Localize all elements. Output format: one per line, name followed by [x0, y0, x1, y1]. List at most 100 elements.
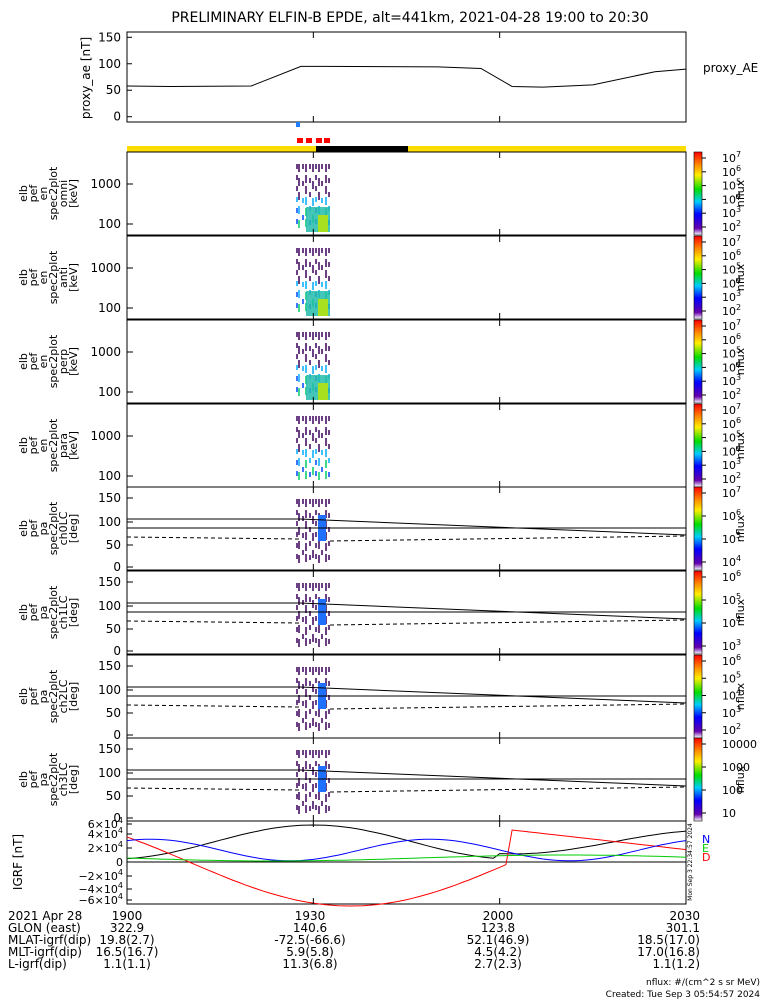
- colorbar-tick-label: 105: [722, 430, 741, 445]
- footer-cell: 1.1(1.2): [652, 957, 700, 971]
- colorbar-tick-label: 107: [722, 150, 741, 165]
- igrf-side-text: Mon Sep 3 22:34:57 2024: [687, 823, 694, 901]
- y-tick-label: 0: [113, 811, 121, 825]
- panel-label-5: [deg]: [67, 598, 80, 627]
- flux-patch: [318, 215, 328, 232]
- loss-cone-line: [329, 619, 687, 626]
- colorbar-label: nflux: [734, 179, 747, 207]
- zone-marker-red: [316, 138, 322, 143]
- footer-cell: 123.8: [481, 921, 515, 935]
- y-tick-label: 100: [98, 385, 121, 399]
- panel-label-1: spec2plot: [47, 250, 60, 304]
- igrf-y-tick-label: −6×104: [78, 892, 123, 907]
- colorbar-tick-label: 10: [722, 807, 736, 820]
- panel-label-4: pa: [37, 522, 50, 536]
- y-tick-label: 50: [106, 706, 121, 720]
- panel-label-1: [keV]: [67, 263, 80, 292]
- colorbar-6: [693, 654, 703, 739]
- panel-label-3: pef: [27, 436, 40, 455]
- igrf-y-tick-label: −4×104: [78, 881, 123, 896]
- panel-label-6: spec2plot: [47, 669, 60, 723]
- colorbar-tick-label: 10000: [722, 738, 757, 751]
- colorbar-tick-label: 106: [722, 332, 741, 347]
- panel-label-3: spec2plot: [47, 418, 60, 472]
- y-tick-label: 50: [106, 538, 121, 552]
- panel-label-0: [keV]: [67, 179, 80, 208]
- colorbar-tick-label: 104: [722, 688, 741, 703]
- panel-label-5: spec2plot: [47, 585, 60, 639]
- colorbar-tick-label: 103: [722, 205, 741, 220]
- footer-cell: 17.0(16.8): [637, 945, 700, 959]
- colorbar-tick-label: 104: [722, 191, 741, 206]
- colorbar-tick-label: 106: [722, 248, 741, 263]
- panel-label-4: elb: [17, 520, 30, 537]
- footer-cell: 2.7(2.3): [474, 957, 522, 971]
- chart-title: PRELIMINARY ELFIN-B EPDE, alt=441km, 202…: [171, 10, 648, 26]
- panel-label-1: elb: [17, 269, 30, 286]
- proxy-ae-panel: [126, 31, 687, 123]
- colorbar-tick-label: 106: [722, 653, 741, 668]
- panel-label-5: pa: [37, 606, 50, 620]
- footer-cell: 140.6: [293, 921, 327, 935]
- proxy-y-tick-label: 50: [106, 83, 121, 97]
- colorbar-tick-label: 102: [722, 722, 741, 737]
- y-tick-label: 150: [98, 575, 121, 589]
- colorbar-tick-label: 1000: [722, 761, 750, 774]
- colorbar-tick-label: 102: [722, 387, 741, 402]
- proxy-ae-line: [126, 65, 687, 88]
- panel-label-2: en: [37, 355, 50, 369]
- panel-label-0: omni: [57, 180, 70, 207]
- igrf-line-D: [126, 829, 687, 907]
- colorbar-label: nflux: [734, 263, 747, 291]
- colorbar-tick-label: 104: [722, 275, 741, 290]
- spectrogram-panel-3: [126, 403, 687, 488]
- footer-cell: 11.3(6.8): [282, 957, 337, 971]
- footer-cell: GLON (east): [8, 921, 81, 935]
- panel-label-3: en: [37, 439, 50, 453]
- y-tick-label: 150: [98, 659, 121, 673]
- y-tick-label: 100: [98, 766, 121, 780]
- panel-label-6: [deg]: [67, 682, 80, 711]
- colorbar-tick-label: 102: [722, 303, 741, 318]
- x-tick-label: 1900: [112, 909, 143, 923]
- proxy-legend: proxy_AE: [703, 61, 758, 75]
- x-tick-label: 2030: [669, 909, 700, 923]
- igrf-line-E: [126, 854, 687, 862]
- igrf-legend-N: N: [702, 833, 710, 846]
- igrf-legend-D: D: [702, 851, 710, 864]
- flux-patch: [318, 299, 328, 316]
- colorbar-5: [693, 570, 703, 655]
- footer-cell: 322.9: [110, 921, 144, 935]
- y-tick-label: 100: [98, 301, 121, 315]
- colorbar-label: nflux: [734, 347, 747, 375]
- panel-label-7: [deg]: [67, 765, 80, 794]
- y-tick-label: 100: [98, 683, 121, 697]
- colorbar-0: [693, 151, 703, 236]
- loss-cone-line: [329, 703, 687, 710]
- colorbar-tick-label: 105: [722, 178, 741, 193]
- colorbar-label: nflux: [734, 765, 747, 793]
- panel-label-3: para: [57, 433, 70, 458]
- colorbar-label: nflux: [734, 598, 747, 626]
- y-tick-label: 150: [98, 491, 121, 505]
- colorbar-tick-label: 106: [722, 164, 741, 179]
- colorbar-tick-label: 107: [722, 234, 741, 249]
- reference-line: [299, 518, 687, 536]
- y-tick-label: 100: [98, 217, 121, 231]
- colorbar-tick-label: 104: [722, 615, 741, 630]
- panel-label-3: elb: [17, 437, 30, 454]
- footer-cell: MLAT-igrf(dip): [8, 933, 91, 947]
- reference-line: [299, 769, 687, 787]
- colorbar-tick-label: 100: [722, 784, 743, 797]
- colorbar-tick-label: 104: [722, 359, 741, 374]
- panel-label-7: pa: [37, 773, 50, 787]
- footer-note-created: Created: Tue Sep 3 05:54:57 2024: [606, 990, 761, 1000]
- footer-cell: -72.5(-66.6): [274, 933, 345, 947]
- spectrogram-panel-0: [126, 151, 687, 236]
- proxy-y-tick-label: 100: [98, 57, 121, 71]
- zone-marker-red: [324, 138, 330, 143]
- panel-label-6: elb: [17, 688, 30, 705]
- footer-cell: MLT-igrf(dip): [8, 945, 82, 959]
- colorbar-tick-label: 104: [722, 443, 741, 458]
- colorbar-tick-label: 103: [722, 373, 741, 388]
